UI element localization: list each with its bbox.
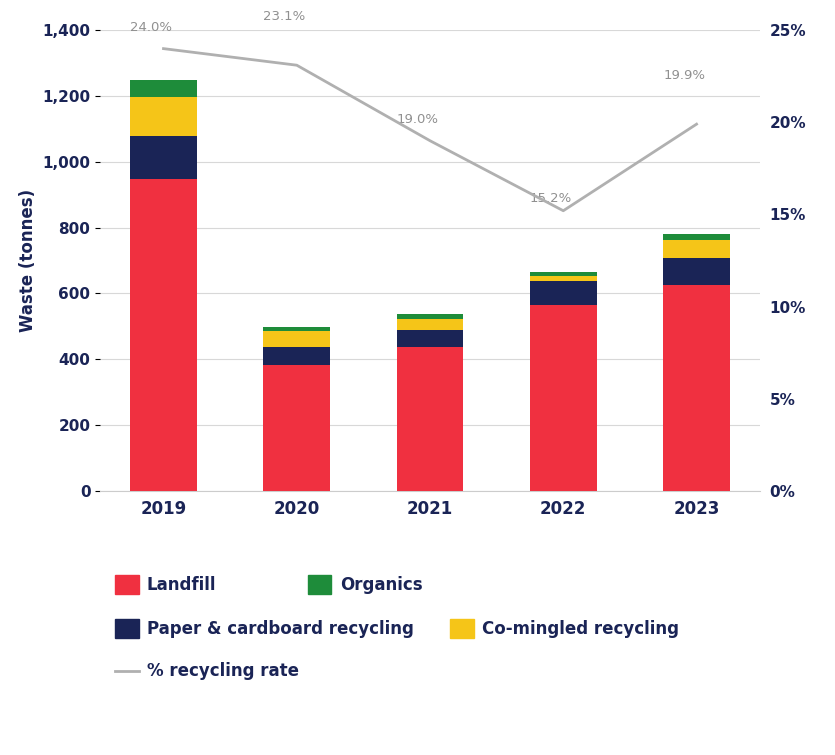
Bar (663, 258, 730, 285)
Bar (397, 330, 463, 347)
Text: 19.0%: 19.0% (397, 113, 438, 126)
Bar (663, 235, 730, 240)
Bar (663, 285, 730, 491)
Bar (130, 97, 197, 136)
Bar (397, 314, 463, 319)
Bar (130, 179, 197, 491)
Bar (530, 272, 596, 276)
Bar (397, 319, 463, 330)
Bar (530, 305, 596, 491)
Bar (130, 136, 197, 179)
Legend: % recycling rate: % recycling rate (109, 655, 306, 687)
Text: 19.9%: 19.9% (663, 69, 706, 82)
Bar (264, 347, 330, 365)
Bar (530, 281, 596, 305)
Bar (130, 80, 197, 97)
Text: 15.2%: 15.2% (530, 193, 572, 205)
Bar (530, 276, 596, 281)
Bar (264, 331, 330, 347)
Text: 24.0%: 24.0% (130, 21, 172, 34)
Bar (663, 240, 730, 258)
Text: 23.1%: 23.1% (264, 10, 306, 23)
Bar (264, 365, 330, 491)
Bar (397, 347, 463, 491)
Y-axis label: Waste (tonnes): Waste (tonnes) (19, 189, 37, 332)
Bar (264, 327, 330, 331)
